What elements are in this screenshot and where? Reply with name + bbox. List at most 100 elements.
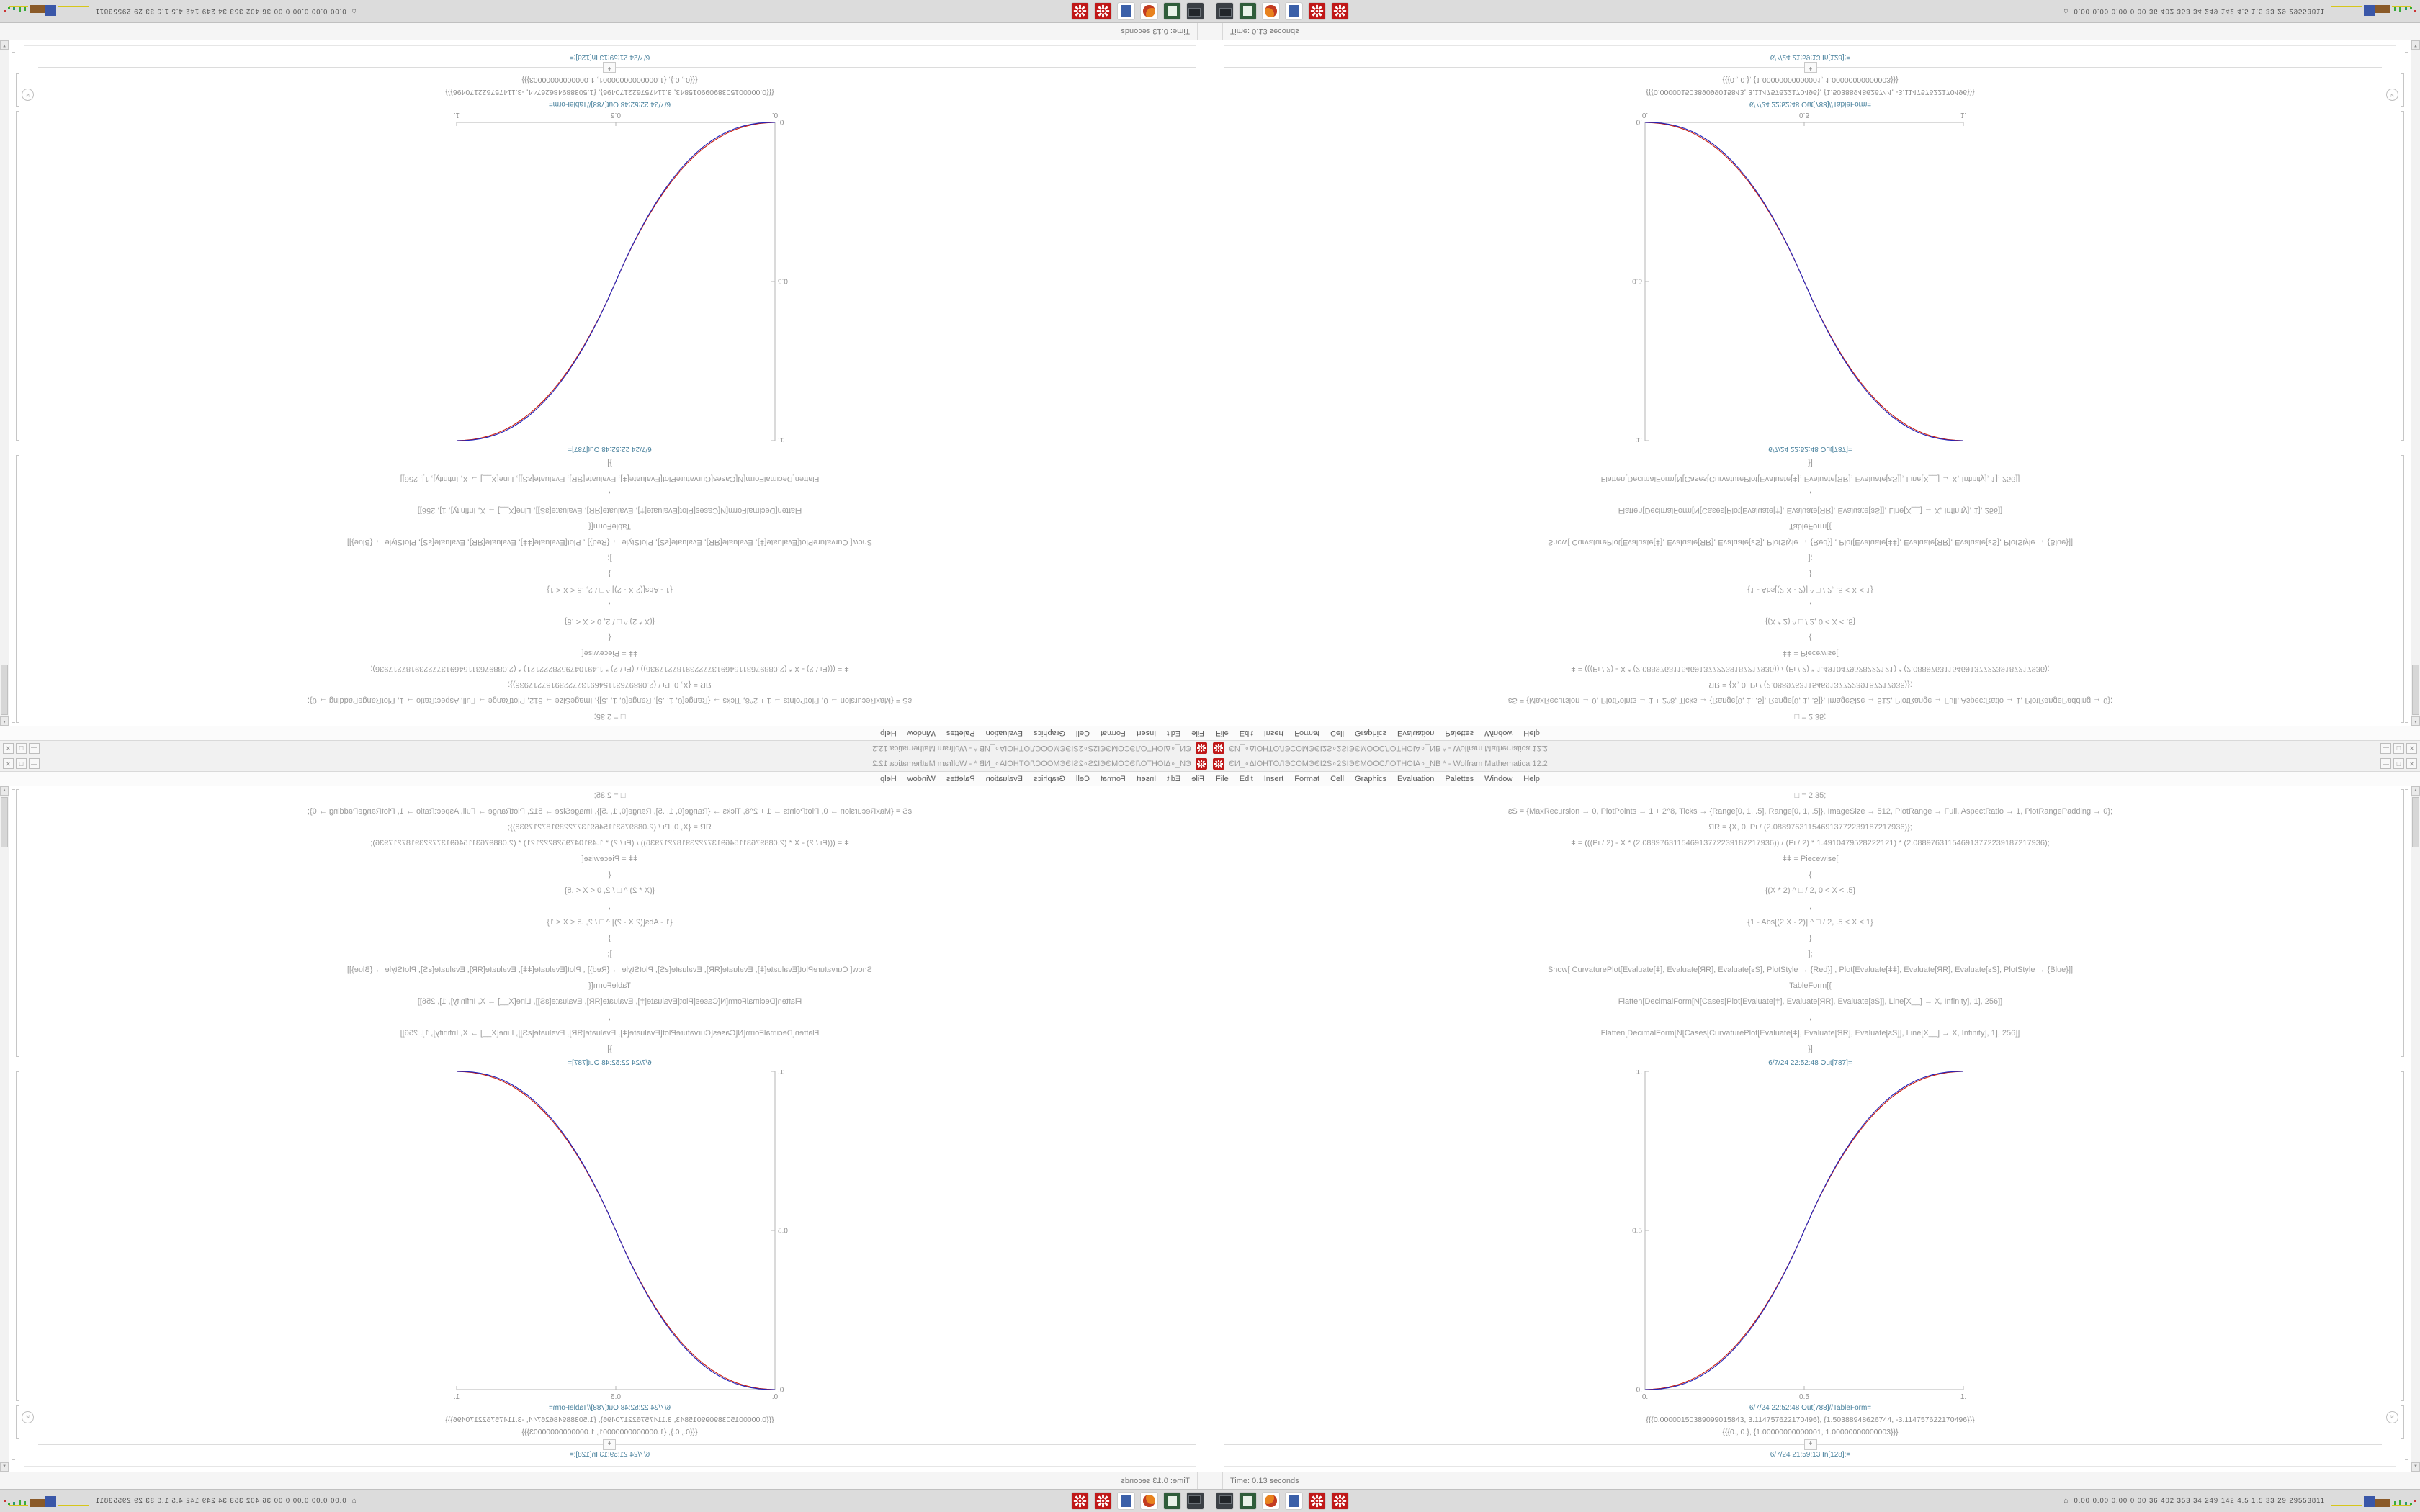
code-line[interactable]: □ = 2.35; xyxy=(1794,712,1827,721)
code-line[interactable]: {(X * 2) ^ □ / 2, 0 < X < .5} xyxy=(1765,886,1856,895)
code-line[interactable]: Flatten[DecimalForm[N[Cases[CurvaturePlo… xyxy=(400,1029,820,1038)
menu-palettes[interactable]: Palettes xyxy=(1445,729,1474,738)
code-line[interactable]: Flatten[DecimalForm[N[Cases[Plot[Evaluat… xyxy=(1618,506,2003,515)
tray-home-icon[interactable]: ⌂ xyxy=(2063,7,2069,15)
file-manager-icon[interactable] xyxy=(1163,1492,1181,1510)
minimize-button[interactable]: — xyxy=(29,758,40,769)
minimize-button[interactable]: — xyxy=(2380,758,2391,769)
vertical-scrollbar[interactable]: ▲ ▼ xyxy=(2411,40,2420,726)
tray-home-icon[interactable]: ⌂ xyxy=(351,7,357,15)
code-line[interactable]: ǂ = (((Pi / 2) - X * (2.0889763115469137… xyxy=(1571,665,2050,673)
code-line[interactable]: }] xyxy=(607,1045,612,1053)
window-titlebar[interactable]: ЄИ_∘∆IOHTOЛЭCOMЭЄI2S∘2SIЭЄMOOCЛOTHOIA∘_N… xyxy=(0,740,1210,756)
cell-insertion-bar[interactable]: + xyxy=(1210,62,2411,73)
code-line[interactable]: Show[ CurvaturePlot[Evaluate[ǂ], Evaluat… xyxy=(1547,538,2074,546)
mathematica-taskbar-icon[interactable] xyxy=(1331,1492,1349,1510)
insert-cell-plus-icon[interactable]: + xyxy=(1803,1439,1817,1450)
scroll-up-icon[interactable]: ▲ xyxy=(0,786,9,796)
tray-home-icon[interactable]: ⌂ xyxy=(351,1497,357,1505)
close-button[interactable]: ✕ xyxy=(2406,743,2417,754)
code-line[interactable]: TableForm[{ xyxy=(588,522,631,531)
code-line[interactable]: ǂǂ = Piecewise[ xyxy=(581,855,638,863)
code-line[interactable]: } xyxy=(608,570,611,578)
code-line[interactable]: TableForm[{ xyxy=(588,981,631,990)
menu-palettes[interactable]: Palettes xyxy=(1445,774,1474,783)
tableform-cell-bracket[interactable] xyxy=(16,73,19,107)
maximize-button[interactable]: □ xyxy=(2393,743,2404,754)
menu-cell[interactable]: Cell xyxy=(1330,729,1345,738)
scroll-down-icon[interactable]: ▼ xyxy=(2411,1462,2420,1472)
menu-graphics[interactable]: Graphics xyxy=(1355,729,1387,738)
system-monitor-chart[interactable] xyxy=(2331,4,2416,19)
close-button[interactable]: ✕ xyxy=(3,743,14,754)
code-line[interactable]: Show[ CurvaturePlot[Evaluate[ǂ], Evaluat… xyxy=(346,538,873,546)
code-line[interactable]: ǂǂ = Piecewise[ xyxy=(1782,649,1839,657)
code-line[interactable]: {(X * 2) ^ □ / 2, 0 < X < .5} xyxy=(1765,617,1856,626)
code-line[interactable]: ЯR = {X, 0, Pi / (2.08897631154691377223… xyxy=(1708,823,1912,832)
maximize-button[interactable]: □ xyxy=(2393,758,2404,769)
code-line[interactable]: { xyxy=(1809,870,1812,879)
code-line[interactable]: ƨS = {MaxRecursion → 0, PlotPoints → 1 +… xyxy=(307,696,913,705)
outer-cell-group-bracket[interactable] xyxy=(12,52,15,723)
menu-insert[interactable]: Insert xyxy=(1136,774,1157,783)
menu-file[interactable]: File xyxy=(1191,729,1204,738)
code-line[interactable]: }] xyxy=(1808,459,1813,467)
open-group-chevron-icon[interactable]: » xyxy=(2386,1411,2398,1423)
maximize-button[interactable]: □ xyxy=(16,758,27,769)
plot-output-cell-bracket[interactable] xyxy=(16,111,19,441)
code-line[interactable]: , xyxy=(608,601,611,610)
scroll-down-icon[interactable]: ▼ xyxy=(2411,40,2420,50)
menu-format[interactable]: Format xyxy=(1294,774,1320,783)
menu-insert[interactable]: Insert xyxy=(1136,729,1157,738)
open-group-chevron-icon[interactable]: » xyxy=(22,89,34,101)
menu-evaluation[interactable]: Evaluation xyxy=(985,729,1023,738)
insert-cell-plus-icon[interactable]: + xyxy=(603,1439,617,1450)
code-line[interactable]: Flatten[DecimalForm[N[Cases[CurvaturePlo… xyxy=(1600,474,2020,483)
code-line[interactable]: Flatten[DecimalForm[N[Cases[Plot[Evaluat… xyxy=(417,506,802,515)
cell-insertion-bar[interactable]: + xyxy=(9,1439,1210,1450)
code-line[interactable]: {1 - Abs[(2 X - 2)] ^ □ / 2, .5 < X < 1} xyxy=(1747,918,1873,927)
notes-app-icon[interactable] xyxy=(1285,1492,1303,1510)
scrollbar-thumb[interactable] xyxy=(2412,797,2419,847)
terminal-icon[interactable] xyxy=(1216,1492,1234,1510)
tableform-cell-bracket[interactable] xyxy=(2401,1405,2404,1439)
file-manager-icon[interactable] xyxy=(1163,2,1181,20)
code-line[interactable]: ƨS = {MaxRecursion → 0, PlotPoints → 1 +… xyxy=(1507,696,2113,705)
menu-palettes[interactable]: Palettes xyxy=(946,729,975,738)
code-line[interactable]: }] xyxy=(1808,1045,1813,1053)
code-line[interactable]: {1 - Abs[(2 X - 2)] ^ □ / 2, .5 < X < 1} xyxy=(547,585,673,594)
minimize-button[interactable]: — xyxy=(29,743,40,754)
code-line[interactable]: ]; xyxy=(607,554,612,562)
menu-insert[interactable]: Insert xyxy=(1263,774,1284,783)
open-group-chevron-icon[interactable]: » xyxy=(2386,89,2398,101)
plot-output-cell-bracket[interactable] xyxy=(16,1071,19,1401)
code-line[interactable]: ǂ = (((Pi / 2) - X * (2.0889763115469137… xyxy=(1571,839,2050,847)
code-line[interactable]: } xyxy=(1809,934,1812,942)
code-line[interactable]: {(X * 2) ^ □ / 2, 0 < X < .5} xyxy=(564,617,655,626)
menu-format[interactable]: Format xyxy=(1294,729,1320,738)
cell-insertion-bar[interactable]: + xyxy=(9,62,1210,73)
code-line[interactable]: , xyxy=(1809,601,1812,610)
notes-app-icon[interactable] xyxy=(1117,2,1135,20)
open-group-chevron-icon[interactable]: » xyxy=(22,1411,34,1423)
menu-graphics[interactable]: Graphics xyxy=(1033,729,1065,738)
code-line[interactable]: ЯR = {X, 0, Pi / (2.08897631154691377223… xyxy=(508,680,712,689)
input-cell-bracket[interactable] xyxy=(16,455,19,723)
insert-cell-plus-icon[interactable]: + xyxy=(603,62,617,73)
tableform-cell-bracket[interactable] xyxy=(2401,73,2404,107)
web-browser-icon[interactable] xyxy=(1140,2,1158,20)
code-line[interactable]: ǂǂ = Piecewise[ xyxy=(1782,855,1839,863)
close-button[interactable]: ✕ xyxy=(3,758,14,769)
code-line[interactable]: , xyxy=(1809,902,1812,911)
menu-evaluation[interactable]: Evaluation xyxy=(1397,774,1435,783)
menu-file[interactable]: File xyxy=(1216,729,1229,738)
window-titlebar[interactable]: ЄИ_∘∆IOHTOЛЭCOMЭЄI2S∘2SIЭЄMOOCЛOTHOIA∘_N… xyxy=(0,756,1210,772)
code-line[interactable]: } xyxy=(608,934,611,942)
vertical-scrollbar[interactable]: ▲ ▼ xyxy=(0,40,9,726)
system-monitor-chart[interactable] xyxy=(2331,1493,2416,1509)
menu-window[interactable]: Window xyxy=(907,774,936,783)
terminal-icon[interactable] xyxy=(1186,2,1204,20)
code-line[interactable]: Flatten[DecimalForm[N[Cases[CurvaturePlo… xyxy=(400,474,820,483)
system-monitor-chart[interactable] xyxy=(4,4,89,19)
code-line[interactable]: Show[ CurvaturePlot[Evaluate[ǂ], Evaluat… xyxy=(1547,966,2074,974)
